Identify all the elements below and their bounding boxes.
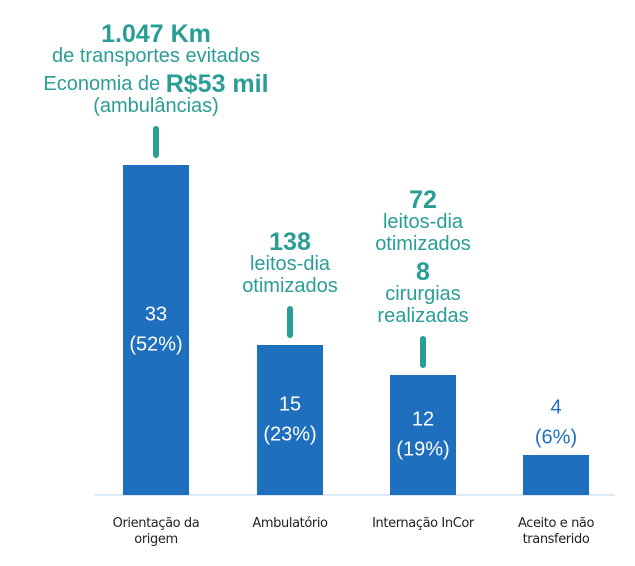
- value-label: 15: [279, 393, 301, 415]
- annotation-line: realizadas: [377, 305, 468, 327]
- annotation-line: otimizados: [375, 233, 471, 255]
- bar: [523, 455, 589, 495]
- annotation-line: Economia de R$53 mil: [43, 70, 268, 98]
- annotation-line: cirurgias: [385, 283, 461, 305]
- annotation-text: Economia de: [43, 73, 165, 95]
- annotation-line: (ambulâncias): [93, 95, 219, 117]
- annotation-text: 138: [269, 228, 311, 256]
- annotation-text: otimizados: [242, 275, 338, 297]
- annotation-line: 72: [409, 186, 437, 214]
- annotation-text: de transportes evitados: [52, 45, 260, 67]
- annotation-line: de transportes evitados: [52, 45, 260, 67]
- value-label: 4: [550, 396, 561, 418]
- annotation-line: 1.047 Km: [101, 20, 211, 48]
- share-label: (6%): [535, 426, 577, 448]
- annotation-text: otimizados: [375, 233, 471, 255]
- annotation-text: (ambulâncias): [93, 95, 219, 117]
- annotation-text: 1.047 Km: [101, 20, 211, 48]
- category-label: Aceito e não transferido: [517, 516, 595, 547]
- annotation-line: leitos-dia: [383, 211, 464, 233]
- annotation-text: 8: [416, 258, 430, 286]
- bar: [123, 165, 189, 495]
- bar: [390, 375, 456, 495]
- value-label: 12: [412, 408, 434, 430]
- category-label: Orientação da origem: [112, 516, 200, 547]
- share-label: (23%): [263, 423, 316, 445]
- annotation-line: otimizados: [242, 275, 338, 297]
- category-label: Internação InCor: [372, 516, 474, 531]
- annotation-text: R$53 mil: [166, 70, 269, 98]
- annotation-line: 8: [416, 258, 430, 286]
- share-label: (19%): [396, 438, 449, 460]
- annotation-line: leitos-dia: [250, 253, 331, 275]
- annotation-text: leitos-dia: [250, 253, 331, 275]
- annotation-text: cirurgias: [385, 283, 461, 305]
- annotation-text: 72: [409, 186, 437, 214]
- annotation-text: leitos-dia: [383, 211, 464, 233]
- category-label: Ambulatório: [252, 516, 328, 531]
- value-label: 33: [145, 303, 167, 325]
- share-label: (52%): [129, 333, 182, 355]
- bar: [257, 345, 323, 495]
- annotation-text: realizadas: [377, 305, 468, 327]
- annotation-line: 138: [269, 228, 311, 256]
